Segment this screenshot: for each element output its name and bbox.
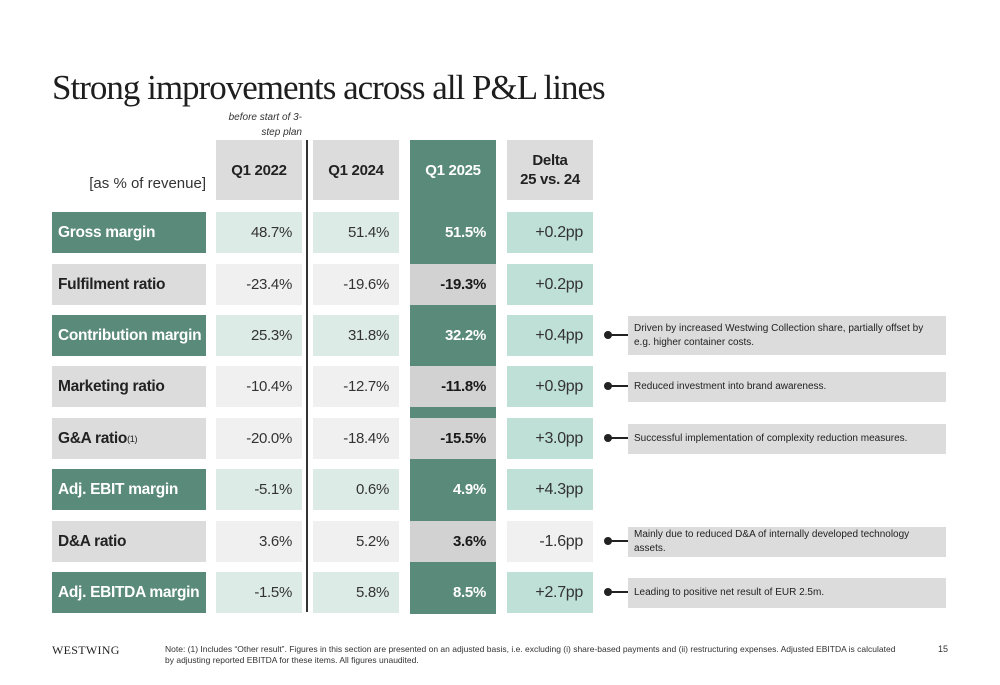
row-comment: Successful implementation of complexity …	[628, 424, 946, 454]
row-label: Gross margin	[52, 212, 206, 253]
value-q1-2022: -10.4%	[216, 366, 302, 407]
value-q1-2025: 8.5%	[410, 572, 496, 613]
row-label-text: G&A ratio	[58, 429, 128, 447]
row-comment: Mainly due to reduced D&A of internally …	[628, 527, 946, 557]
value-q1-2025: 4.9%	[410, 469, 496, 510]
row-label-text: Adj. EBIT margin	[58, 480, 179, 498]
value-q1-2022: 48.7%	[216, 212, 302, 253]
row-label: Fulfilment ratio	[52, 264, 206, 305]
value-q1-2025: 3.6%	[410, 521, 496, 562]
value-delta: +0.2pp	[507, 212, 593, 253]
value-q1-2025: -15.5%	[410, 418, 496, 459]
delta-header-line2: 25 vs. 24	[520, 171, 580, 188]
page-title: Strong improvements across all P&L lines	[52, 68, 606, 107]
value-delta: +3.0pp	[507, 418, 593, 459]
value-q1-2024: 5.2%	[313, 521, 399, 562]
table-row: Fulfilment ratio -23.4% -19.6% -19.3% +0.2pp	[0, 264, 1000, 305]
row-label: Contribution margin	[52, 315, 206, 356]
value-q1-2024: 31.8%	[313, 315, 399, 356]
value-delta: +0.9pp	[507, 366, 593, 407]
row-label: Adj. EBIT margin	[52, 469, 206, 510]
value-q1-2022: -20.0%	[216, 418, 302, 459]
table-row: Adj. EBIT margin -5.1% 0.6% 4.9% +4.3pp	[0, 469, 1000, 510]
table-row: Adj. EBITDA margin -1.5% 5.8% 8.5% +2.7pp Lea…	[0, 572, 1000, 613]
table-row: Contribution margin 25.3% 31.8% 32.2% +0.4pp…	[0, 315, 1000, 356]
value-q1-2025: 51.5%	[410, 212, 496, 253]
row-label: D&A ratio	[52, 521, 206, 562]
footnote: Note: (1) Includes “Other result”. Figur…	[165, 644, 896, 665]
value-q1-2024: -19.6%	[313, 264, 399, 305]
value-q1-2022: -5.1%	[216, 469, 302, 510]
unit-label: [as % of revenue]	[89, 175, 206, 192]
row-label-text: D&A ratio	[58, 532, 127, 550]
table-row: Marketing ratio -10.4% -12.7% -11.8% +0.9pp R…	[0, 366, 1000, 407]
value-q1-2024: -12.7%	[313, 366, 399, 407]
column-header-delta: Delta 25 vs. 24	[507, 140, 593, 200]
connector-line	[606, 334, 628, 336]
connector-line	[606, 437, 628, 439]
plan-start-divider	[306, 140, 308, 612]
row-comment: Driven by increased Westwing Collection …	[628, 316, 946, 355]
row-label: Adj. EBITDA margin	[52, 572, 206, 613]
value-q1-2025: -11.8%	[410, 366, 496, 407]
connector-line	[606, 540, 628, 542]
value-delta: -1.6pp	[507, 521, 593, 562]
value-q1-2025: 32.2%	[410, 315, 496, 356]
row-label-text: Contribution margin	[58, 326, 202, 344]
table-row: D&A ratio 3.6% 5.2% 3.6% -1.6pp Mainly due to…	[0, 521, 1000, 562]
column-header-q1-2022: Q1 2022	[216, 140, 302, 200]
value-delta: +2.7pp	[507, 572, 593, 613]
value-q1-2024: 51.4%	[313, 212, 399, 253]
row-label-text: Fulfilment ratio	[58, 275, 166, 293]
value-delta: +4.3pp	[507, 469, 593, 510]
table-row: Gross margin 48.7% 51.4% 51.5% +0.2pp	[0, 212, 1000, 253]
row-label-text: Adj. EBITDA margin	[58, 583, 200, 601]
value-delta: +0.2pp	[507, 264, 593, 305]
delta-header-line1: Delta	[532, 152, 568, 169]
column-header-q1-2025: Q1 2025	[410, 140, 496, 200]
value-q1-2024: 5.8%	[313, 572, 399, 613]
row-comment: Reduced investment into brand awareness.	[628, 372, 946, 402]
westwing-logo: WESTWING	[52, 643, 120, 657]
table-row: G&A ratio (1) -20.0% -18.4% -15.5% +3.0pp Succ…	[0, 418, 1000, 459]
value-q1-2024: 0.6%	[313, 469, 399, 510]
value-q1-2022: 3.6%	[216, 521, 302, 562]
row-label: Marketing ratio	[52, 366, 206, 407]
value-q1-2024: -18.4%	[313, 418, 399, 459]
row-comment: Leading to positive net result of EUR 2.…	[628, 578, 946, 608]
row-label-text: Marketing ratio	[58, 377, 165, 395]
column-header-q1-2024: Q1 2024	[313, 140, 399, 200]
row-label-text: Gross margin	[58, 223, 156, 241]
value-q1-2025: -19.3%	[410, 264, 496, 305]
page-number: 15	[937, 644, 948, 654]
value-q1-2022: 25.3%	[216, 315, 302, 356]
before-plan-note: before start of 3-step plan	[228, 112, 302, 138]
row-label: G&A ratio (1)	[52, 418, 206, 459]
value-q1-2022: -23.4%	[216, 264, 302, 305]
value-delta: +0.4pp	[507, 315, 593, 356]
value-q1-2022: -1.5%	[216, 572, 302, 613]
connector-line	[606, 385, 628, 387]
connector-line	[606, 591, 628, 593]
footnote-marker: (1)	[127, 433, 138, 444]
